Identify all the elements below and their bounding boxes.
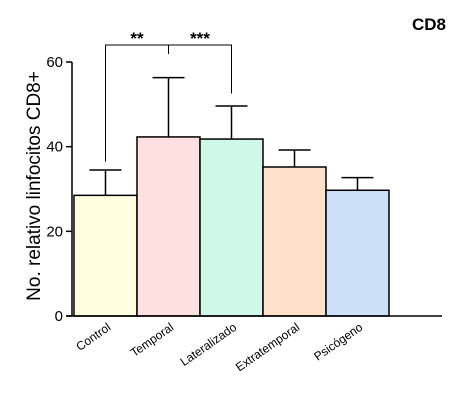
error-bars-layer bbox=[89, 76, 374, 196]
y-tick-label-20: 20 bbox=[46, 223, 63, 240]
bar-0 bbox=[73, 194, 138, 317]
y-tick-label-0: 0 bbox=[55, 308, 63, 325]
category-label-1: Temporal bbox=[128, 320, 176, 360]
bars-layer bbox=[73, 136, 390, 317]
bar-3 bbox=[262, 166, 327, 317]
category-label-3: Extratemporal bbox=[233, 320, 302, 374]
bar-2 bbox=[199, 138, 264, 317]
bar-4 bbox=[325, 189, 390, 317]
significance-layer: ** *** bbox=[105, 29, 232, 162]
significance-label-0: ** bbox=[130, 29, 144, 48]
y-tick-label-40: 40 bbox=[46, 139, 63, 156]
significance-label-1: *** bbox=[190, 29, 210, 48]
y-tick-label-60: 60 bbox=[46, 54, 63, 71]
category-label-0: Control bbox=[73, 320, 113, 354]
category-label-4: Psicógeno bbox=[311, 320, 365, 364]
chart-title: CD8 bbox=[412, 15, 446, 34]
category-label-2: Lateralizado bbox=[178, 320, 240, 369]
bar-1 bbox=[136, 136, 201, 317]
y-axis-title: No. relativo linfocitos CD8+ bbox=[24, 71, 45, 301]
